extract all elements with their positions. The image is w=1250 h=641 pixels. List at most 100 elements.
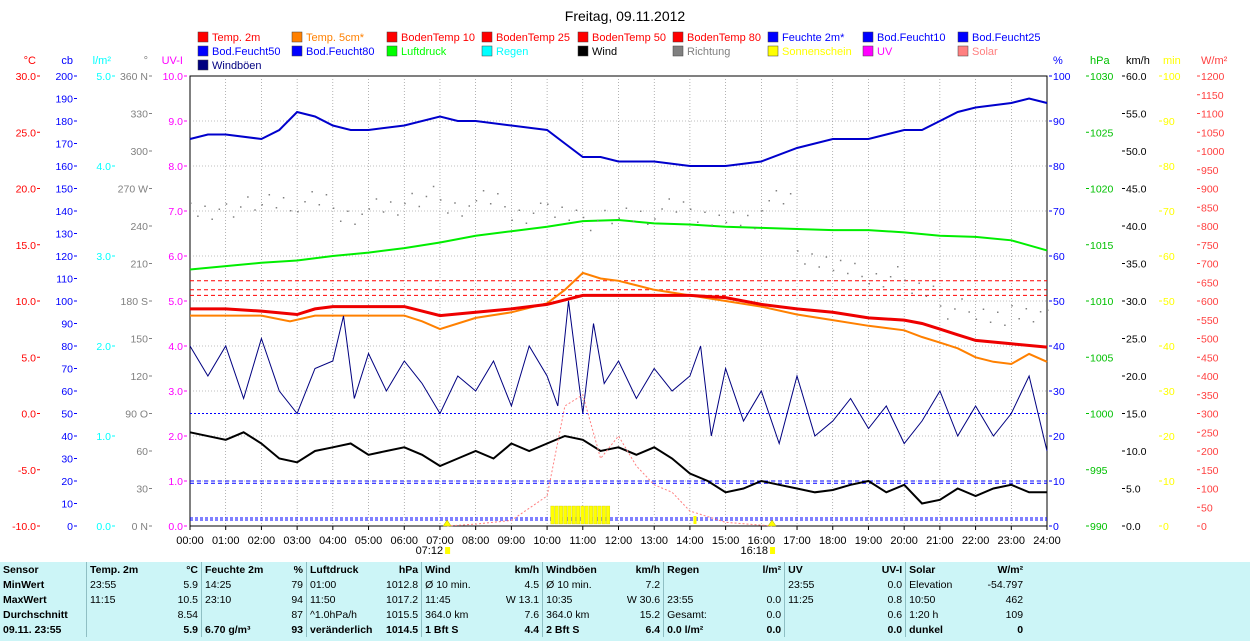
stats-cell: 1014.5 bbox=[386, 623, 419, 636]
direction-point bbox=[768, 200, 770, 202]
stats-header-temp-unit: °C bbox=[186, 563, 198, 576]
direction-point bbox=[397, 214, 399, 216]
axis-tick-label: 30.0 bbox=[1126, 296, 1147, 308]
stats-cell bbox=[86, 622, 163, 637]
axis-tick-label: 0 bbox=[1201, 521, 1207, 533]
legend-label: BodenTemp 25 bbox=[496, 32, 570, 44]
direction-point bbox=[254, 209, 256, 211]
stats-cell: Ø 10 min. bbox=[421, 577, 499, 592]
legend-swatch bbox=[767, 45, 779, 57]
direction-point bbox=[525, 222, 528, 224]
axis-tick-label: 450 bbox=[1201, 352, 1219, 364]
legend-swatch bbox=[767, 31, 779, 43]
axis-unit-label: cb bbox=[61, 55, 73, 67]
direction-point bbox=[475, 200, 478, 202]
stats-cell: 0.0 bbox=[766, 623, 782, 636]
stats-row-label: MaxWert bbox=[3, 593, 47, 606]
axis-tick-label: 0.0 bbox=[168, 521, 183, 533]
direction-point bbox=[232, 216, 235, 218]
direction-point bbox=[568, 219, 571, 221]
series-group bbox=[189, 97, 1049, 527]
x-tick-label: 17:00 bbox=[783, 535, 811, 547]
x-tick-label: 16:00 bbox=[748, 535, 776, 547]
legend-swatch bbox=[862, 45, 874, 57]
direction-point bbox=[539, 202, 542, 204]
direction-point bbox=[661, 208, 663, 210]
stats-cell: 364.0 km bbox=[542, 607, 620, 622]
direction-point bbox=[811, 253, 813, 255]
legend-label: Solar bbox=[972, 46, 998, 58]
direction-point bbox=[318, 204, 321, 206]
direction-point bbox=[482, 190, 485, 192]
legend-label: Sonnenschein bbox=[782, 46, 852, 58]
direction-point bbox=[368, 208, 371, 210]
axis-tick-label: 270 W bbox=[118, 184, 148, 196]
statistics-table: Sensor Temp. 2m °C Feuchte 2m % Luftdruc… bbox=[0, 562, 1026, 637]
direction-point bbox=[375, 198, 378, 200]
axis-tick-label: 10.0 bbox=[1126, 446, 1147, 458]
stats-header-rain: Regen bbox=[663, 562, 741, 577]
legend-swatch bbox=[957, 45, 969, 57]
reference-lines bbox=[190, 280, 1047, 521]
axis-tick-label: 50 bbox=[1201, 502, 1213, 514]
sunshine-bar bbox=[576, 505, 581, 525]
axis-tick-label: 9.0 bbox=[168, 116, 183, 128]
stats-cell: veränderlich bbox=[306, 622, 383, 637]
direction-point bbox=[925, 295, 928, 297]
stats-header-humidity: Feuchte 2m bbox=[201, 562, 278, 577]
stats-cell: Elevation bbox=[905, 577, 983, 592]
stats-cell: 23:55 bbox=[784, 577, 862, 592]
direction-point bbox=[747, 214, 749, 217]
stats-cell: 5.9 bbox=[183, 578, 198, 591]
legend-label: Wind bbox=[592, 46, 617, 58]
axis-tick-label: 1.0 bbox=[168, 476, 183, 488]
axis-tick-label: 4.0 bbox=[168, 341, 183, 353]
stats-cell: 79 bbox=[291, 578, 303, 591]
axis-tick-label: 1000 bbox=[1090, 409, 1114, 421]
stats-row-label: 09.11. 23:55 bbox=[3, 623, 62, 636]
direction-point bbox=[461, 215, 463, 217]
axis-tick-label: 0 bbox=[1163, 521, 1169, 533]
direction-point bbox=[561, 206, 563, 208]
x-tick-label: 00:00 bbox=[176, 535, 204, 547]
stats-cell: 8.54 bbox=[177, 608, 198, 621]
sunshine-bar bbox=[584, 505, 589, 525]
direction-point bbox=[247, 196, 249, 198]
stats-header-gust: Windböen bbox=[542, 562, 620, 577]
direction-point bbox=[1032, 321, 1035, 323]
series-line bbox=[189, 97, 1048, 167]
stats-header-solar-unit: W/m² bbox=[997, 563, 1024, 576]
legend-swatch bbox=[197, 31, 209, 43]
direction-point bbox=[711, 224, 713, 226]
direction-point bbox=[190, 202, 192, 204]
stats-cell: Gesamt: bbox=[663, 607, 741, 622]
direction-point bbox=[604, 209, 606, 212]
axis-tick-label: 300 bbox=[130, 146, 148, 158]
axis-tick-label: 1015 bbox=[1090, 240, 1114, 252]
axis-tick-label: 300 bbox=[1201, 409, 1219, 421]
axis-tick-label: 5.0 bbox=[168, 296, 183, 308]
x-axis: 00:00 01:00 02:00 03:00 04:00 05:00 06:00 07:00… bbox=[176, 519, 1061, 557]
axis-tick-label: 1.0 bbox=[96, 431, 111, 443]
stats-header-pressure: Luftdruck bbox=[306, 562, 383, 577]
x-tick-label: 07:00 bbox=[426, 535, 454, 547]
chart-title: Freitag, 09.11.2012 bbox=[565, 8, 686, 24]
direction-point bbox=[504, 206, 506, 208]
direction-point bbox=[954, 308, 956, 310]
stats-cell: dunkel bbox=[905, 622, 983, 637]
legend-swatch bbox=[197, 59, 209, 71]
axis-unit-label: l/m² bbox=[93, 55, 112, 67]
direction-point bbox=[411, 192, 413, 195]
direction-point bbox=[597, 219, 599, 222]
direction-point bbox=[839, 259, 842, 262]
stats-cell: 10:35 bbox=[542, 592, 620, 607]
direction-point bbox=[639, 210, 642, 212]
axis-tick-label: 850 bbox=[1201, 202, 1219, 214]
direction-point bbox=[947, 318, 949, 320]
stats-cell: 1015.5 bbox=[386, 608, 419, 621]
direction-point bbox=[982, 308, 985, 310]
direction-point bbox=[918, 282, 920, 284]
direction-point bbox=[961, 298, 963, 300]
stats-cell: ^1.0hPa/h bbox=[306, 607, 383, 622]
x-tick-label: 11:00 bbox=[569, 535, 596, 547]
